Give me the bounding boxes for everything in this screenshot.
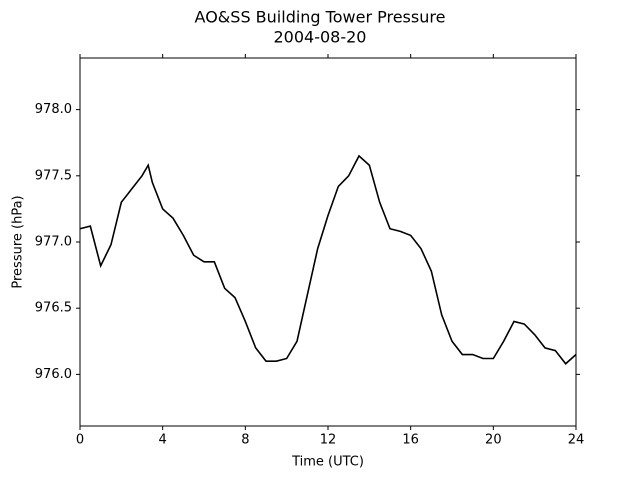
x-axis-label: Time (UTC) <box>291 455 364 470</box>
x-tick-label: 20 <box>485 433 502 448</box>
y-tick-label: 976.5 <box>35 301 72 316</box>
data-line <box>79 154 577 365</box>
x-tick-label: 24 <box>568 433 585 448</box>
y-tick-label: 978.0 <box>35 102 72 117</box>
chart-title: AO&SS Building Tower Pressure <box>195 8 446 27</box>
y-tick-label: 976.0 <box>35 367 72 382</box>
y-axis-label: Pressure (hPa) <box>11 195 26 288</box>
y-tick-label: 977.0 <box>35 235 72 250</box>
x-tick-label: 12 <box>320 433 337 448</box>
x-tick-label: 8 <box>241 433 249 448</box>
x-tick-label: 16 <box>402 433 419 448</box>
plot-frame <box>79 57 577 427</box>
x-tick-label: 0 <box>76 433 84 448</box>
y-tick-label: 977.5 <box>35 168 72 183</box>
chart-subtitle: 2004-08-20 <box>274 28 367 47</box>
x-tick-label: 4 <box>159 433 167 448</box>
